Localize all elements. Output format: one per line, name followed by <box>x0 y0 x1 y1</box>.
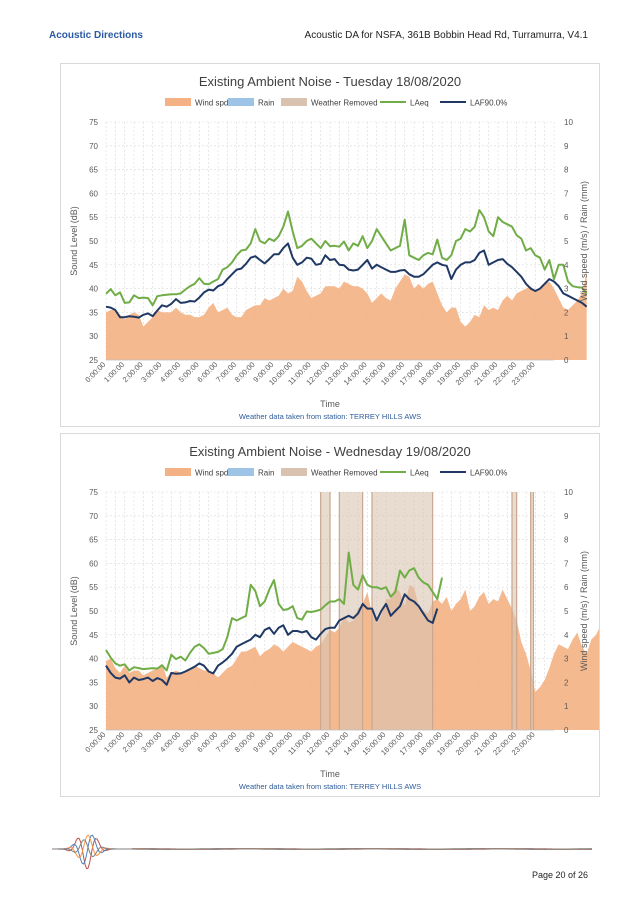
chart2-y2-tick-label: 3 <box>564 655 569 664</box>
chart2-legend: Wind spd Rain Weather Removed LAeq LAF90.0% <box>165 468 507 478</box>
chart2-legend-item-4: LAF90.0% <box>440 469 507 478</box>
chart2-legend-label-3: LAeq <box>410 469 429 478</box>
chart1-legend-swatch-1 <box>228 98 254 106</box>
waveform-logo-icon <box>52 834 592 870</box>
chart2-y-tick-label: 65 <box>89 536 98 545</box>
chart1-y2-tick-label: 7 <box>564 189 569 198</box>
chart-wednesday: Existing Ambient Noise - Wednesday 19/08… <box>60 433 600 797</box>
chart1-y2-tick-label: 1 <box>564 332 569 341</box>
chart2-legend-item-2: Weather Removed <box>281 468 378 478</box>
chart2-weather-removed-band-4 <box>530 492 534 730</box>
chart2-y2-tick-label: 7 <box>564 559 569 568</box>
chart2-y-tick-label: 70 <box>89 512 98 521</box>
chart1-y-tick-label: 70 <box>89 142 98 151</box>
chart2-x-axis-title: Time <box>320 769 340 779</box>
chart2-legend-item-1: Rain <box>228 468 274 478</box>
chart2-y-tick-label: 45 <box>89 631 98 640</box>
chart1-y2-tick-label: 10 <box>564 118 573 127</box>
chart2-laf90-line <box>105 593 439 686</box>
chart2-y-tick-label: 60 <box>89 559 98 568</box>
chart1-y2-tick-label: 5 <box>564 237 569 246</box>
chart1-legend-item-1: Rain <box>228 98 274 108</box>
chart1-y-tick-label: 65 <box>89 166 98 175</box>
brand-name: Acoustic Directions <box>49 30 143 41</box>
chart2-y2-tick-label: 1 <box>564 702 569 711</box>
chart1-laf90-line <box>105 242 588 319</box>
chart2-y-axis-title: Sound Level (dB) <box>69 576 79 646</box>
chart1-legend-swatch-0 <box>165 98 191 106</box>
chart2-legend-label-1: Rain <box>258 469 274 478</box>
chart1-legend-label-3: LAeq <box>410 99 429 108</box>
chart1-y2-tick-label: 4 <box>564 261 569 270</box>
chart2-laeq-line <box>105 551 443 672</box>
chart2-legend-swatch-1 <box>228 468 254 476</box>
chart1-y-tick-label: 35 <box>89 308 98 317</box>
chart1-laeq-line <box>105 209 588 307</box>
chart1-y-axis-title: Sound Level (dB) <box>69 206 79 276</box>
chart1-wind-area <box>106 271 587 360</box>
chart1-y2-tick-label: 8 <box>564 166 569 175</box>
chart1-y2-axis-title: Wind speed (m/s) / Rain (mm) <box>579 181 589 301</box>
chart1-weather-note: Weather data taken from station: TERREY … <box>239 412 421 421</box>
chart1-x-axis-title: Time <box>320 399 340 409</box>
chart2-legend-label-0: Wind spd <box>195 469 228 478</box>
chart2-legend-label-2: Weather Removed <box>311 469 378 478</box>
chart1-y-tick-label: 30 <box>89 332 98 341</box>
chart1-legend-swatch-2 <box>281 98 307 106</box>
chart1-legend: Wind spd Rain Weather Removed LAeq LAF90.0% <box>165 98 507 108</box>
chart2-y2-tick-label: 0 <box>564 726 569 735</box>
document-title: Acoustic DA for NSFA, 361B Bobbin Head R… <box>304 30 588 41</box>
chart1-legend-item-2: Weather Removed <box>281 98 378 108</box>
chart2-y-tick-label: 50 <box>89 607 98 616</box>
chart2-y2-tick-label: 4 <box>564 631 569 640</box>
chart1-legend-label-4: LAF90.0% <box>470 99 507 108</box>
chart1-legend-label-1: Rain <box>258 99 274 108</box>
chart2-y-tick-label: 25 <box>89 726 98 735</box>
chart2-legend-item-3: LAeq <box>380 469 429 478</box>
chart1-y2-tick-label: 3 <box>564 285 569 294</box>
chart2-y-tick-label: 30 <box>89 702 98 711</box>
chart1-legend-item-3: LAeq <box>380 99 429 108</box>
chart2-title: Existing Ambient Noise - Wednesday 19/08… <box>189 444 471 459</box>
chart2-weather-removed-band-3 <box>512 492 517 730</box>
chart1-legend-item-4: LAF90.0% <box>440 99 507 108</box>
chart2-y-tick-label: 35 <box>89 678 98 687</box>
chart1-legend-label-0: Wind spd <box>195 99 228 108</box>
chart2-legend-swatch-0 <box>165 468 191 476</box>
chart1-y2-tick-label: 0 <box>564 356 569 365</box>
chart1-y-tick-label: 55 <box>89 213 98 222</box>
chart1-y-tick-label: 60 <box>89 189 98 198</box>
chart1-y-tick-label: 45 <box>89 261 98 270</box>
chart-tuesday: Existing Ambient Noise - Tuesday 18/08/2… <box>60 63 600 427</box>
chart2-y2-tick-label: 8 <box>564 536 569 545</box>
chart1-y-tick-label: 25 <box>89 356 98 365</box>
chart2-legend-item-0: Wind spd <box>165 468 228 478</box>
chart2-weather-removed-band-0 <box>320 492 330 730</box>
chart1-y-tick-label: 75 <box>89 118 98 127</box>
chart2-y2-tick-label: 5 <box>564 607 569 616</box>
chart2-y2-tick-label: 10 <box>564 488 573 497</box>
chart1-title: Existing Ambient Noise - Tuesday 18/08/2… <box>199 74 461 89</box>
chart2-weather-note: Weather data taken from station: TERREY … <box>239 782 421 791</box>
chart1-y-tick-label: 50 <box>89 237 98 246</box>
chart2-y-tick-label: 55 <box>89 583 98 592</box>
chart-wednesday-svg: Existing Ambient Noise - Wednesday 19/08… <box>69 444 599 791</box>
chart2-y2-tick-label: 2 <box>564 678 569 687</box>
chart-tuesday-svg: Existing Ambient Noise - Tuesday 18/08/2… <box>69 74 589 421</box>
chart1-legend-label-2: Weather Removed <box>311 99 378 108</box>
chart1-legend-item-0: Wind spd <box>165 98 228 108</box>
chart2-legend-swatch-2 <box>281 468 307 476</box>
chart1-y-tick-label: 40 <box>89 285 98 294</box>
chart2-y-tick-label: 75 <box>89 488 98 497</box>
chart1-y2-tick-label: 6 <box>564 213 569 222</box>
chart1-y2-tick-label: 9 <box>564 142 569 151</box>
chart2-y2-axis-title: Wind speed (m/s) / Rain (mm) <box>579 551 589 671</box>
page-number: Page 20 of 26 <box>531 870 588 880</box>
chart2-y-tick-label: 40 <box>89 655 98 664</box>
chart1-y2-tick-label: 2 <box>564 308 569 317</box>
chart2-y2-tick-label: 6 <box>564 583 569 592</box>
chart2-weather-removed-band-1 <box>339 492 363 730</box>
chart2-legend-label-4: LAF90.0% <box>470 469 507 478</box>
chart2-y2-tick-label: 9 <box>564 512 569 521</box>
